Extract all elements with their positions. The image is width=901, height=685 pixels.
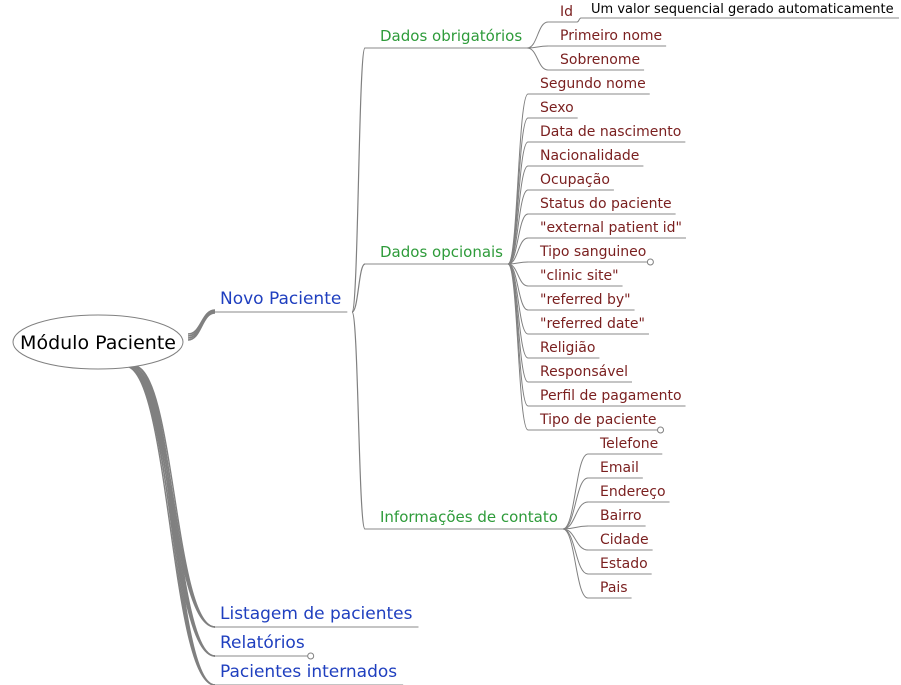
field-perfil-de-pagamento[interactable]: Perfil de pagamento [540, 388, 682, 404]
field-external-patient-id[interactable]: "external patient id" [540, 220, 682, 236]
field-status-do-paciente[interactable]: Status do paciente [540, 196, 672, 212]
connector-line [508, 142, 528, 264]
connector-line [563, 502, 588, 529]
node-layer: Módulo Paciente Novo Paciente Listagem de … [13, 2, 894, 682]
field-segundo-nome[interactable]: Segundo nome [540, 76, 646, 92]
collapsed-marker[interactable] [647, 259, 653, 265]
field-religiao[interactable]: Religião [540, 340, 595, 356]
field-sobrenome[interactable]: Sobrenome [560, 52, 640, 68]
field-bairro[interactable]: Bairro [600, 508, 642, 524]
connector-line [508, 264, 528, 382]
field-telefone[interactable]: Telefone [599, 436, 658, 452]
field-referred-by[interactable]: "referred by" [540, 292, 631, 308]
collapsed-marker[interactable] [308, 653, 314, 659]
connector-line [508, 118, 528, 264]
collapsed-marker[interactable] [658, 427, 664, 433]
branch-pacientes-internados[interactable]: Pacientes internados [220, 662, 397, 682]
connector-line [563, 529, 588, 574]
group-dados-obrigatorios[interactable]: Dados obrigatórios [380, 27, 522, 45]
group-dados-opcionais[interactable]: Dados opcionais [380, 243, 503, 261]
field-primeiro-nome[interactable]: Primeiro nome [560, 28, 662, 44]
field-pais[interactable]: Pais [600, 580, 628, 596]
field-clinic-site[interactable]: "clinic site" [540, 268, 619, 284]
branch-listagem-de-pacientes[interactable]: Listagem de pacientes [220, 604, 413, 624]
field-estado[interactable]: Estado [600, 556, 648, 572]
field-cidade[interactable]: Cidade [600, 532, 649, 548]
field-sexo[interactable]: Sexo [540, 100, 574, 116]
field-tipo-sanguineo[interactable]: Tipo sanguineo [539, 244, 646, 260]
connector-line [131, 366, 215, 685]
root-node-label[interactable]: Módulo Paciente [20, 332, 176, 354]
field-ocupacao[interactable]: Ocupação [540, 172, 610, 188]
connector-line [125, 366, 215, 685]
field-id[interactable]: Id [560, 4, 573, 20]
field-note[interactable]: Um valor sequencial gerado automaticamen… [591, 2, 894, 17]
field-endereco[interactable]: Endereço [600, 484, 666, 500]
connector-line [563, 454, 588, 529]
connector-line [577, 18, 581, 22]
connector-line [134, 366, 215, 656]
branch-relatorios[interactable]: Relatórios [220, 633, 305, 653]
field-responsavel[interactable]: Responsável [540, 364, 628, 380]
group-informacoes-de-contato[interactable]: Informações de contato [380, 508, 558, 526]
field-data-de-nascimento[interactable]: Data de nascimento [540, 124, 681, 140]
field-tipo-de-paciente[interactable]: Tipo de paciente [539, 412, 657, 428]
field-referred-date[interactable]: "referred date" [540, 316, 645, 332]
field-email[interactable]: Email [600, 460, 639, 476]
connector-layer [125, 18, 899, 685]
field-nacionalidade[interactable]: Nacionalidade [540, 148, 639, 164]
connector-line [352, 312, 365, 529]
connector-line [527, 48, 548, 70]
connector-line [128, 366, 215, 685]
connector-line [527, 22, 548, 48]
connector-line [134, 366, 215, 685]
connector-line [352, 48, 365, 312]
branch-novo-paciente[interactable]: Novo Paciente [220, 289, 341, 309]
connector-line [134, 366, 215, 627]
